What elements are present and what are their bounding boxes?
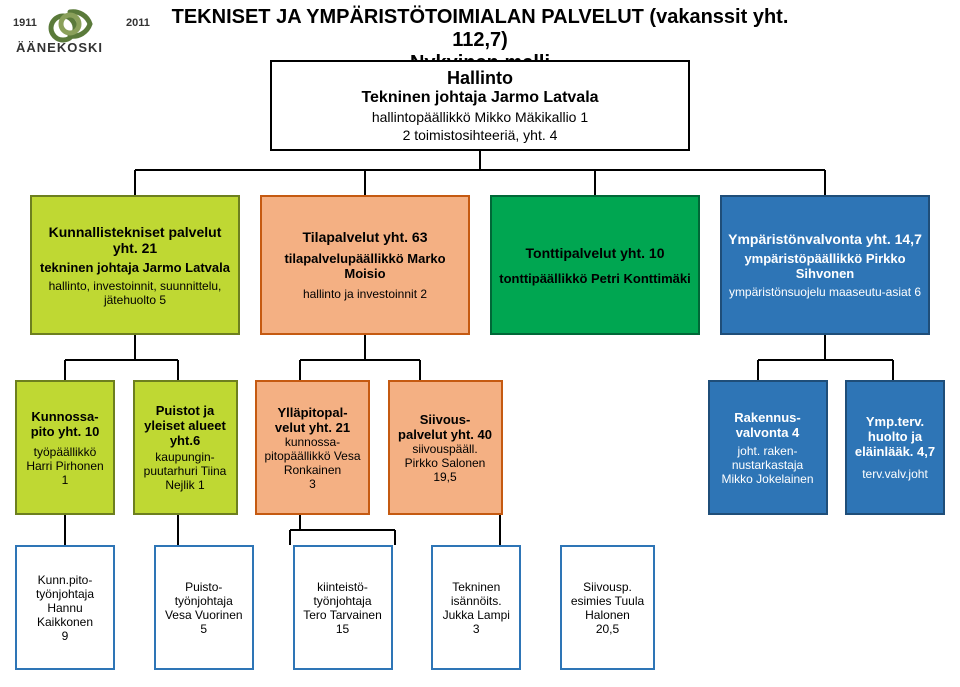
card-count: 15 [301, 622, 385, 636]
siivousp-esimies-card: Siivousp. esimies Tuula Halonen 20,5 [560, 545, 655, 670]
tonttipalvelut-card: Tonttipalvelut yht. 10 tonttipäällikkö P… [490, 195, 700, 335]
logo-year-right: 2011 [126, 17, 150, 29]
card-leader: tekninen johtaja Jarmo Latvala [38, 260, 232, 275]
card-title: Puisto-työnjohtaja Vesa Vuorinen [162, 580, 246, 622]
card-title: Siivousp. esimies Tuula Halonen [568, 580, 647, 622]
card-leader: joht. raken-nustarkastaja Mikko Jokelain… [716, 444, 820, 486]
card-leader: tilapalvelupäällikkö Marko Moisio [268, 251, 462, 281]
kiinteisto-tj-card: kiinteistö-työnjohtaja Tero Tarvainen 15 [293, 545, 393, 670]
card-title: Kunnossa-pito yht. 10 [23, 409, 107, 439]
hallinto-title: Hallinto [282, 68, 678, 89]
card-count: 5 [162, 622, 246, 636]
card-title: Kunnallistekniset palvelut yht. 21 [38, 224, 232, 256]
card-count: 19,5 [396, 470, 495, 484]
card-count: 20,5 [568, 622, 647, 636]
card-title: Tilapalvelut yht. 63 [268, 229, 462, 245]
card-leader: työpäällikkö Harri Pirhonen [23, 445, 107, 473]
card-title: Rakennus-valvonta 4 [716, 410, 820, 440]
title-main: TEKNISET JA YMPÄRISTÖTOIMIALAN PALVELUT … [160, 6, 800, 52]
card-count: 1 [23, 473, 107, 487]
card-leader: terv.valv.joht [853, 467, 937, 481]
card-detail: hallinto, investoinnit, suunnittelu, jät… [38, 279, 232, 307]
puisto-tj-card: Puisto-työnjohtaja Vesa Vuorinen 5 [154, 545, 254, 670]
card-title: Tekninen isännöits. Jukka Lampi [439, 580, 513, 622]
puistot-card: Puistot ja yleiset alueet yht.6 kaupungi… [133, 380, 238, 515]
card-title: Puistot ja yleiset alueet yht.6 [141, 403, 230, 448]
logo-year-left: 1911 [13, 17, 37, 29]
kunnallistekniset-card: Kunnallistekniset palvelut yht. 21 tekni… [30, 195, 240, 335]
card-title: Tonttipalvelut yht. 10 [498, 245, 692, 261]
rakennusvalvonta-card: Rakennus-valvonta 4 joht. raken-nustarka… [708, 380, 828, 515]
card-count: 3 [439, 622, 513, 636]
ympterv-card: Ymp.terv. huolto ja eläinlääk. 4,7 terv.… [845, 380, 945, 515]
ymparistonvalvonta-card: Ympäristönvalvonta yht. 14,7 ympäristöpä… [720, 195, 930, 335]
card-leader: ympäristöpäällikkö Pirkko Sihvonen [728, 251, 922, 281]
hallinto-box: Hallinto Tekninen johtaja Jarmo Latvala … [270, 60, 690, 151]
card-title: Ympäristönvalvonta yht. 14,7 [728, 231, 922, 247]
card-detail: hallinto ja investoinnit 2 [268, 287, 462, 301]
siivous-card: Siivous-palvelut yht. 40 siivouspääll. P… [388, 380, 503, 515]
card-leader: kunnossa-pitopäällikkö Vesa Ronkainen [263, 435, 362, 477]
card-leader: kaupungin-puutarhuri Tiina Nejlik 1 [141, 450, 230, 492]
row-level2: Kunnossa-pito yht. 10 työpäällikkö Harri… [15, 380, 945, 515]
card-title: Ymp.terv. huolto ja eläinlääk. 4,7 [853, 414, 937, 459]
row-level3: Kunn.pito-työnjohtaja Hannu Kaikkonen 9 … [15, 545, 655, 670]
card-leader: tonttipäällikkö Petri Konttimäki [498, 271, 692, 286]
card-title: Ylläpitopal-velut yht. 21 [263, 405, 362, 435]
logo-name: ÄÄNEKOSKI [16, 40, 103, 55]
logo: 1911 2011 ÄÄNEKOSKI [8, 8, 153, 58]
spacer [520, 380, 690, 515]
card-title: Siivous-palvelut yht. 40 [396, 412, 495, 442]
card-leader: siivouspääll. Pirkko Salonen [396, 442, 495, 470]
card-count: 3 [263, 477, 362, 491]
card-title: kiinteistö-työnjohtaja Tero Tarvainen [301, 580, 385, 622]
kunnpito-tj-card: Kunn.pito-työnjohtaja Hannu Kaikkonen 9 [15, 545, 115, 670]
tilapalvelut-card: Tilapalvelut yht. 63 tilapalvelupäällikk… [260, 195, 470, 335]
hallinto-line1: hallintopäällikkö Mikko Mäkikallio 1 [282, 109, 678, 125]
hallinto-line2: 2 toimistosihteeriä, yht. 4 [282, 127, 678, 143]
hallinto-leader: Tekninen johtaja Jarmo Latvala [282, 89, 678, 107]
card-detail: ympäristönsuojelu maaseutu-asiat 6 [728, 285, 922, 299]
tekninen-isannoits-card: Tekninen isännöits. Jukka Lampi 3 [431, 545, 521, 670]
yllapito-card: Ylläpitopal-velut yht. 21 kunnossa-pitop… [255, 380, 370, 515]
card-title: Kunn.pito-työnjohtaja Hannu Kaikkonen [23, 573, 107, 629]
kunnossapito-card: Kunnossa-pito yht. 10 työpäällikkö Harri… [15, 380, 115, 515]
card-count: 9 [23, 629, 107, 643]
row-level1: Kunnallistekniset palvelut yht. 21 tekni… [30, 195, 930, 335]
